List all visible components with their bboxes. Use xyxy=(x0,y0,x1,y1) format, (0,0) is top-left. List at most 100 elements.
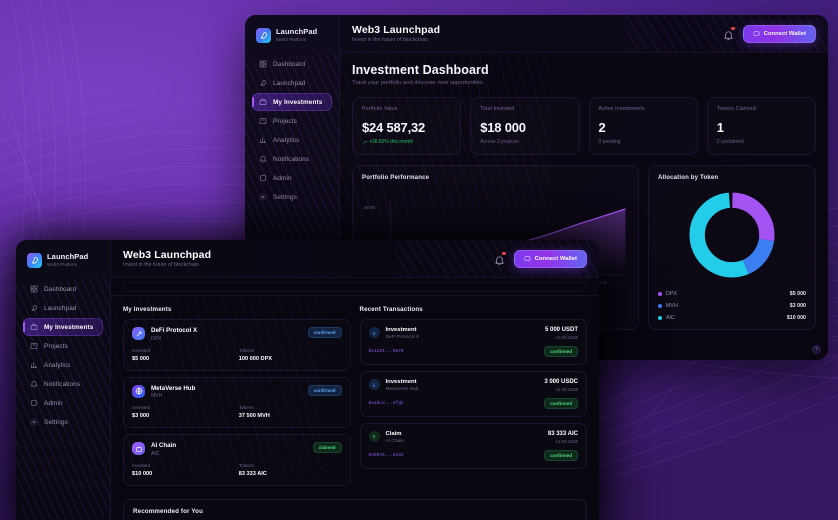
tokens-value: 37 500 MVH xyxy=(238,413,270,419)
svg-text:26000: 26000 xyxy=(364,205,376,210)
investment-card[interactable]: AI Chain AIC claimed Invested $10 000 xyxy=(123,434,351,486)
invested-value: $3 000 xyxy=(132,413,150,419)
content-front: My Investments DeFi Protocol X DPX confi… xyxy=(111,296,599,520)
transaction-row[interactable]: Investment DeFi Protocol X 5 000 USDT 10… xyxy=(359,319,587,365)
transaction-row[interactable]: Claim AI Chain 83 333 AIC 12.03.2026 0x9… xyxy=(359,423,587,469)
investment-card[interactable]: DeFi Protocol X DPX confirmed Invested $… xyxy=(123,319,351,371)
stat-card-total-invested: Total Invested $18 000 Across 3 projects xyxy=(470,97,580,155)
sidebar-item-admin[interactable]: Admin xyxy=(252,169,332,187)
stat-label: Total Invested xyxy=(480,106,515,112)
nav-back: Dashboard Launchpad My Investments Proje… xyxy=(252,55,332,206)
section-title: Recent Transactions xyxy=(359,306,423,313)
sidebar-item-label: Admin xyxy=(44,399,63,407)
tokens-value: 100 000 DPX xyxy=(238,355,273,362)
section-title: My Investments xyxy=(123,306,172,313)
sidebar-item-launchpad[interactable]: Launchpad xyxy=(23,299,103,317)
stat-value: $18 000 xyxy=(480,120,526,135)
rocket-icon xyxy=(259,79,267,87)
gear-icon xyxy=(30,418,38,426)
section-title: Recommended for You xyxy=(133,507,204,515)
stat-value: $24 587,32 xyxy=(362,120,426,135)
help-button[interactable]: ? xyxy=(812,345,821,354)
layers-icon xyxy=(259,117,267,125)
sidebar-item-analytics[interactable]: Analytics xyxy=(252,131,332,149)
status-badge: confirmed xyxy=(307,327,342,338)
invested-value: $10 000 xyxy=(132,470,153,477)
grid-icon xyxy=(259,60,267,68)
legend-item: AIC $10 000 xyxy=(658,315,806,321)
stat-foot: 2 unclaimed xyxy=(716,139,744,145)
panel-title: Allocation by Token xyxy=(658,174,719,181)
allocation-legend: DPX $5 000 MVH $3 000 AIC $10 000 xyxy=(658,291,806,321)
stat-label: Active Investments xyxy=(598,106,645,112)
briefcase-icon xyxy=(30,323,38,331)
sidebar-item-label: Projects xyxy=(273,117,297,125)
defi-logo-icon xyxy=(132,327,145,340)
transaction-hash[interactable]: 0x9876...5432 xyxy=(368,453,404,458)
sidebar-item-admin[interactable]: Admin xyxy=(23,394,103,412)
launchpad-logo-icon xyxy=(27,253,42,268)
transaction-row[interactable]: Investment MetaVerse Hub 3 000 USDC 11.0… xyxy=(359,371,587,417)
stat-cards: Portfolio Value $24 587,32 +36.60% this … xyxy=(352,97,816,155)
stat-label: Portfolio Value xyxy=(362,106,398,112)
background-dashboard-window[interactable]: LaunchPad Web3 Platform Dashboard Launch… xyxy=(245,15,828,360)
sidebar-item-notifications[interactable]: Notifications xyxy=(252,150,332,168)
sidebar-item-notifications[interactable]: Notifications xyxy=(23,375,103,393)
tokens-value: 83 333 AIC xyxy=(238,470,267,477)
sidebar-item-label: Notifications xyxy=(273,155,310,163)
foreground-my-investments-window[interactable]: LaunchPad Web3 Platform Dashboard Launch… xyxy=(16,240,599,520)
sidebar-item-settings[interactable]: Settings xyxy=(252,188,332,206)
stat-foot: 0 pending xyxy=(598,139,621,145)
sidebar-item-label: Projects xyxy=(44,342,68,350)
sidebar-item-projects[interactable]: Projects xyxy=(23,337,103,355)
sidebar-item-my-investments[interactable]: My Investments xyxy=(23,318,103,336)
invested-label: Invested xyxy=(132,406,151,411)
robot-logo-icon xyxy=(132,442,145,455)
app-title: Web3 Launchpad xyxy=(352,23,441,36)
brand-tagline-front: Web3 Platform xyxy=(47,261,78,267)
brand-front: LaunchPad Web3 Platform xyxy=(23,250,103,280)
sidebar-item-label: Analytics xyxy=(44,361,71,369)
sidebar-item-projects[interactable]: Projects xyxy=(252,112,332,130)
transaction-type: Claim xyxy=(385,431,402,437)
sidebar-item-settings[interactable]: Settings xyxy=(23,413,103,431)
sidebar-item-my-investments[interactable]: My Investments xyxy=(252,93,332,111)
brand-back: LaunchPad Web3 Platform xyxy=(252,25,332,55)
transaction-date: 10.03.2026 xyxy=(555,335,578,340)
sidebar-item-label: Settings xyxy=(273,193,297,201)
recent-transactions-section: Recent Transactions Investment DeFi Prot… xyxy=(359,306,587,492)
allocation-by-token-panel: Allocation by Token DPX $ xyxy=(648,165,816,330)
notifications-bell-button[interactable] xyxy=(494,252,506,265)
sidebar-item-dashboard[interactable]: Dashboard xyxy=(252,55,332,73)
sidebar-item-dashboard[interactable]: Dashboard xyxy=(23,280,103,298)
sidebar-item-label: My Investments xyxy=(44,323,94,331)
connect-wallet-button[interactable]: Connect Wallet xyxy=(742,24,816,43)
sidebar-item-label: Dashboard xyxy=(273,60,306,68)
stat-value: 1 xyxy=(716,120,724,135)
connect-wallet-button[interactable]: Connect Wallet xyxy=(513,249,587,268)
sidebar-front: LaunchPad Web3 Platform Dashboard Launch… xyxy=(16,240,111,520)
notifications-bell-button[interactable] xyxy=(723,27,735,40)
transaction-hash[interactable]: 0xabcd...efgh xyxy=(368,401,404,406)
donut-slice-dpx xyxy=(689,192,775,278)
status-badge: confirmed xyxy=(544,450,578,461)
sidebar-item-analytics[interactable]: Analytics xyxy=(23,356,103,374)
transaction-type: Investment xyxy=(385,327,417,333)
legend-label: MVH xyxy=(666,303,678,309)
legend-item: DPX $5 000 xyxy=(658,291,806,297)
legend-value: $3 000 xyxy=(789,303,806,309)
transaction-hash[interactable]: 0x1234...5678 xyxy=(368,349,404,354)
investment-arrow-icon xyxy=(368,327,380,338)
investment-card[interactable]: MetaVerse Hub MVH confirmed Invested $3 … xyxy=(123,376,351,428)
sidebar-item-label: Dashboard xyxy=(44,285,77,293)
transaction-amount: 5 000 USDT xyxy=(544,327,578,333)
claim-arrow-icon xyxy=(368,431,380,442)
sidebar-item-launchpad[interactable]: Launchpad xyxy=(252,74,332,92)
globe-logo-icon xyxy=(132,384,145,398)
launchpad-logo-icon xyxy=(256,28,271,43)
wallet-icon xyxy=(753,31,760,36)
transaction-date: 11.03.2026 xyxy=(555,387,578,392)
stat-label: Tokens Claimed xyxy=(716,106,756,112)
notification-dot xyxy=(502,252,506,256)
legend-dot-aic xyxy=(658,316,662,320)
